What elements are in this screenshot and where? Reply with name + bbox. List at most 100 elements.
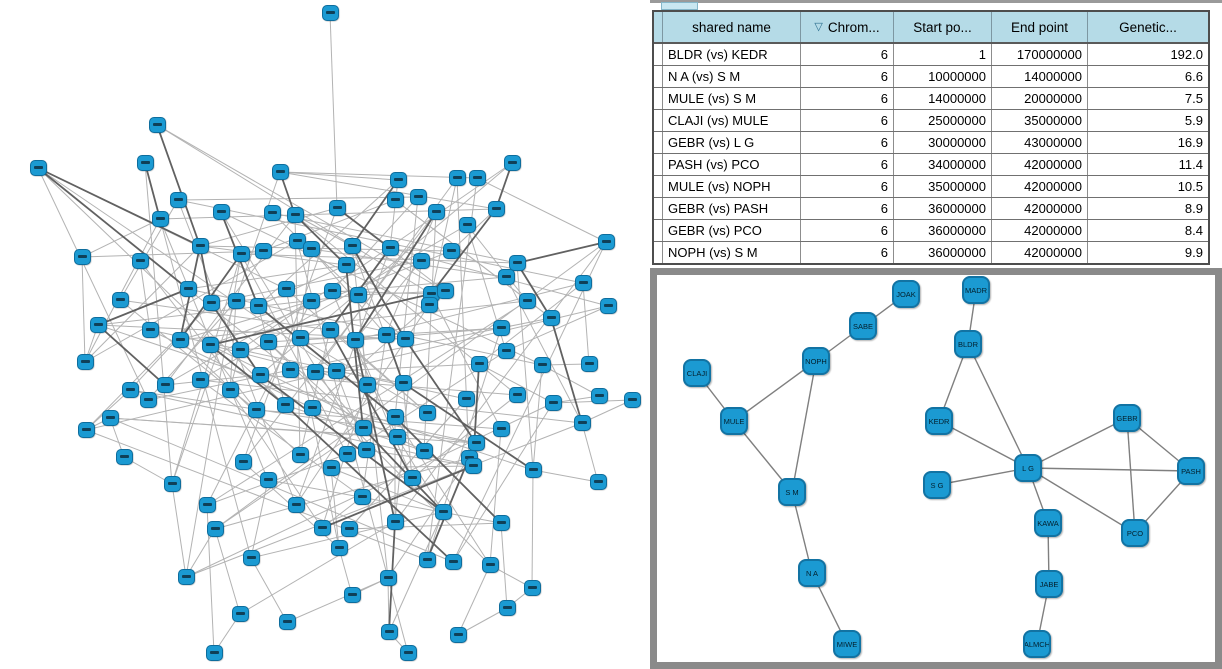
network-node[interactable] xyxy=(131,252,149,269)
network-node[interactable] xyxy=(221,381,239,398)
network-node[interactable] xyxy=(251,366,269,383)
network-node[interactable] xyxy=(492,420,510,437)
network-node[interactable] xyxy=(377,326,395,343)
network-node[interactable] xyxy=(380,623,398,640)
network-node[interactable] xyxy=(287,496,305,513)
table-row[interactable]: N A (vs) S M 6 10000000 14000000 6.6 xyxy=(654,66,1208,88)
network-node[interactable] xyxy=(202,294,220,311)
table-row[interactable]: MULE (vs) NOPH 6 35000000 42000000 10.5 xyxy=(654,176,1208,198)
network-node[interactable] xyxy=(198,496,216,513)
table-row[interactable]: GEBR (vs) PCO 6 36000000 42000000 8.4 xyxy=(654,220,1208,242)
network-node[interactable] xyxy=(163,475,181,492)
network-node[interactable] xyxy=(449,626,467,643)
network-node[interactable] xyxy=(277,280,295,297)
network-node[interactable] xyxy=(434,503,452,520)
network-node[interactable] xyxy=(418,404,436,421)
network-node[interactable] xyxy=(302,240,320,257)
network-node[interactable] xyxy=(141,321,159,338)
node-mule[interactable]: MULE xyxy=(720,407,748,435)
network-node[interactable] xyxy=(328,199,346,216)
network-node[interactable] xyxy=(136,154,154,171)
network-node[interactable] xyxy=(381,239,399,256)
network-node[interactable] xyxy=(409,188,427,205)
network-node[interactable] xyxy=(544,394,562,411)
network-node[interactable] xyxy=(191,237,209,254)
network-node[interactable] xyxy=(396,330,414,347)
network-node[interactable] xyxy=(358,376,376,393)
network-node[interactable] xyxy=(191,371,209,388)
network-node[interactable] xyxy=(580,355,598,372)
node-s-m[interactable]: S M xyxy=(778,478,806,506)
network-node[interactable] xyxy=(327,362,345,379)
network-node[interactable] xyxy=(242,549,260,566)
network-node[interactable] xyxy=(77,421,95,438)
network-node[interactable] xyxy=(467,434,485,451)
table-row[interactable]: MULE (vs) S M 6 14000000 20000000 7.5 xyxy=(654,88,1208,110)
network-node[interactable] xyxy=(353,488,371,505)
network-node[interactable] xyxy=(303,399,321,416)
network-node[interactable] xyxy=(415,442,433,459)
table-row[interactable]: CLAJI (vs) MULE 6 25000000 35000000 5.9 xyxy=(654,110,1208,132)
node-l-g[interactable]: L G xyxy=(1014,454,1042,482)
network-node[interactable] xyxy=(201,336,219,353)
network-node[interactable] xyxy=(508,386,526,403)
network-node[interactable] xyxy=(115,448,133,465)
network-node[interactable] xyxy=(497,268,515,285)
network-node[interactable] xyxy=(227,292,245,309)
node-kawa[interactable]: KAWA xyxy=(1034,509,1062,537)
network-node[interactable] xyxy=(232,245,250,262)
network-node[interactable] xyxy=(498,599,516,616)
network-node[interactable] xyxy=(597,233,615,250)
network-node[interactable] xyxy=(518,292,536,309)
network-node[interactable] xyxy=(388,428,406,445)
network-node[interactable] xyxy=(590,387,608,404)
node-miwe[interactable]: MIWE xyxy=(833,630,861,658)
network-node[interactable] xyxy=(286,206,304,223)
network-node[interactable] xyxy=(481,556,499,573)
network-node[interactable] xyxy=(442,242,460,259)
network-node[interactable] xyxy=(403,469,421,486)
network-node[interactable] xyxy=(349,286,367,303)
node-bldr[interactable]: BLDR xyxy=(954,330,982,358)
network-node[interactable] xyxy=(497,342,515,359)
node-claji[interactable]: CLAJI xyxy=(683,359,711,387)
column-header-start-position[interactable]: Start po... xyxy=(894,12,992,42)
network-node[interactable] xyxy=(281,361,299,378)
network-node[interactable] xyxy=(323,282,341,299)
network-node[interactable] xyxy=(448,169,466,186)
network-node[interactable] xyxy=(271,163,289,180)
network-node[interactable] xyxy=(523,579,541,596)
network-node[interactable] xyxy=(337,256,355,273)
network-node[interactable] xyxy=(542,309,560,326)
network-node[interactable] xyxy=(436,282,454,299)
network-node[interactable] xyxy=(420,296,438,313)
network-node[interactable] xyxy=(340,520,358,537)
network-node[interactable] xyxy=(139,391,157,408)
network-node[interactable] xyxy=(487,200,505,217)
network-node[interactable] xyxy=(533,356,551,373)
table-row[interactable]: BLDR (vs) KEDR 6 1 170000000 192.0 xyxy=(654,44,1208,66)
table-row[interactable]: PASH (vs) PCO 6 34000000 42000000 11.4 xyxy=(654,154,1208,176)
network-node[interactable] xyxy=(291,329,309,346)
network-node[interactable] xyxy=(231,605,249,622)
column-header-shared-name[interactable]: shared name xyxy=(663,12,801,42)
network-node[interactable] xyxy=(234,453,252,470)
node-s-g[interactable]: S G xyxy=(923,471,951,499)
network-node[interactable] xyxy=(156,376,174,393)
network-node[interactable] xyxy=(508,254,526,271)
node-n-a[interactable]: N A xyxy=(798,559,826,587)
network-node[interactable] xyxy=(322,459,340,476)
network-node[interactable] xyxy=(169,191,187,208)
network-node[interactable] xyxy=(386,513,404,530)
network-node[interactable] xyxy=(101,409,119,426)
network-node[interactable] xyxy=(321,4,339,21)
node-pash[interactable]: PASH xyxy=(1177,457,1205,485)
network-node[interactable] xyxy=(254,242,272,259)
network-node[interactable] xyxy=(412,252,430,269)
network-node[interactable] xyxy=(386,408,404,425)
network-node[interactable] xyxy=(263,204,281,221)
network-node[interactable] xyxy=(468,169,486,186)
network-node[interactable] xyxy=(464,457,482,474)
network-node[interactable] xyxy=(599,297,617,314)
node-jabe[interactable]: JABE xyxy=(1035,570,1063,598)
